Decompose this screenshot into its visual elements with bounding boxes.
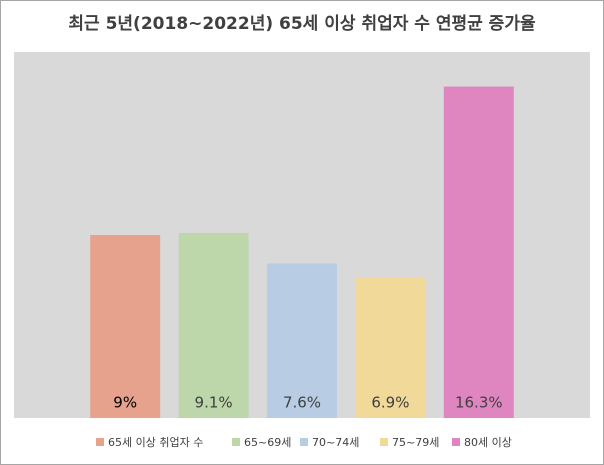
legend-swatch [232,438,240,446]
legend-label: 65세 이상 취업자 수 [108,436,203,449]
data-label: 16.3% [455,394,503,412]
bar [178,232,249,418]
data-label: 9% [113,394,137,412]
data-label: 6.9% [371,394,409,412]
bar [90,235,161,418]
data-label: 7.6% [283,394,321,412]
data-label: 9.1% [195,394,233,412]
bar [267,263,337,418]
legend-label: 70~74세 [312,436,359,449]
legend-swatch [96,438,104,446]
chart-title: 최근 5년(2018~2022년) 65세 이상 취업자 수 연평균 증가율 [68,13,536,34]
legend-label: 80세 이상 [464,436,512,449]
bar [443,86,514,419]
bar [355,277,426,418]
legend-label: 65~69세 [244,436,291,449]
legend-label: 75~79세 [392,436,439,449]
legend-swatch [452,438,460,446]
legend-swatch [380,438,388,446]
legend-swatch [300,438,308,446]
